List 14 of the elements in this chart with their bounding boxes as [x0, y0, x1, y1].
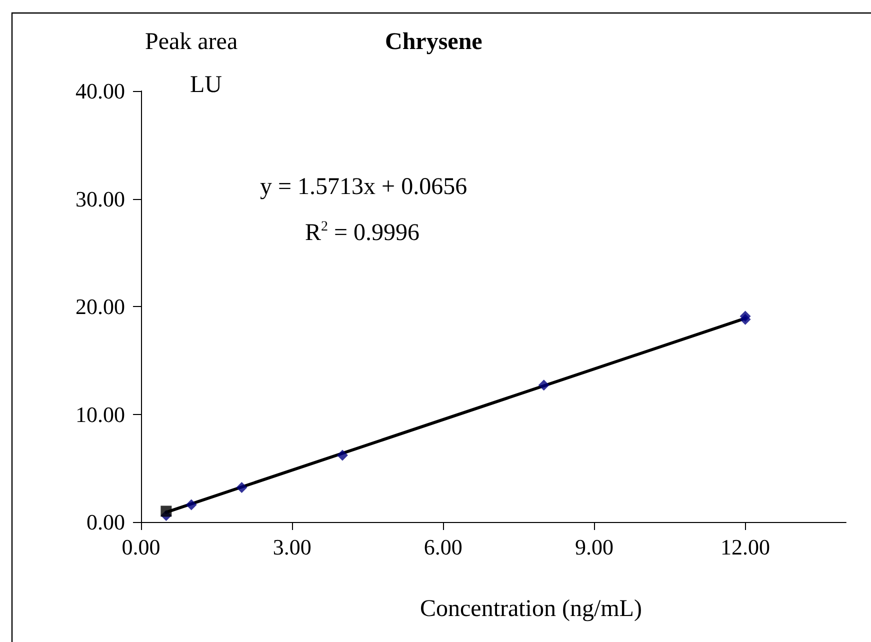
x-tick-label: 6.00 — [424, 534, 462, 560]
annotation: y = 1.5713x + 0.0656 — [260, 174, 468, 200]
x-axis-title: Concentration (ng/mL) — [420, 596, 642, 622]
x-tick-label: 9.00 — [574, 534, 614, 560]
y-axis-title: Peak area LU — [145, 29, 238, 98]
x-tick-label: 12.00 — [720, 534, 770, 560]
y-tick-label: 0.00 — [86, 510, 125, 534]
y-tick-label: 30.00 — [76, 186, 125, 212]
x-tick-label: 0.00 — [122, 534, 160, 560]
y-tick-label: 10.00 — [76, 402, 125, 427]
x-tick-label: 3.00 — [272, 534, 312, 560]
y-tick-label: 40.00 — [76, 78, 125, 104]
y-tick-label: 20.00 — [76, 294, 125, 319]
chart-title: Chrysene — [385, 29, 483, 55]
